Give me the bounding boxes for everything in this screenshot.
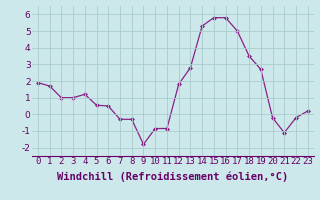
X-axis label: Windchill (Refroidissement éolien,°C): Windchill (Refroidissement éolien,°C) bbox=[57, 172, 288, 182]
